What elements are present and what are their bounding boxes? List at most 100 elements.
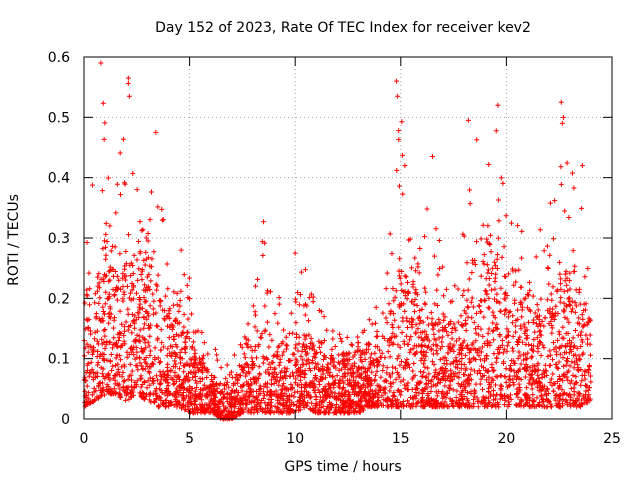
- data-point: [106, 340, 112, 346]
- data-point: [569, 359, 575, 365]
- data-point: [507, 392, 513, 398]
- data-point: [570, 335, 576, 341]
- data-point: [429, 316, 435, 322]
- data-point: [564, 160, 570, 166]
- data-point: [320, 371, 326, 377]
- data-point: [106, 320, 112, 326]
- data-point: [221, 407, 227, 413]
- data-point: [255, 276, 261, 282]
- data-point: [125, 327, 131, 333]
- data-point: [500, 359, 506, 365]
- data-point: [134, 378, 140, 384]
- data-point: [173, 361, 179, 367]
- data-point: [110, 375, 116, 381]
- data-point: [163, 377, 169, 383]
- data-point: [413, 290, 419, 296]
- data-point: [318, 374, 324, 380]
- data-point: [450, 377, 456, 383]
- data-point: [361, 377, 367, 383]
- data-point: [270, 391, 276, 397]
- data-point: [373, 372, 379, 378]
- data-point: [120, 369, 126, 375]
- data-point: [183, 373, 189, 379]
- data-point: [489, 376, 495, 382]
- data-point: [574, 356, 580, 362]
- data-point: [115, 344, 121, 350]
- data-point: [512, 297, 518, 303]
- data-point: [534, 302, 540, 308]
- data-point: [245, 344, 251, 350]
- data-point: [118, 357, 124, 363]
- data-point: [107, 339, 113, 345]
- data-point: [476, 303, 482, 309]
- data-point: [171, 402, 177, 408]
- data-point: [570, 170, 576, 176]
- data-point: [162, 308, 168, 314]
- data-point: [393, 365, 399, 371]
- data-point: [549, 323, 555, 329]
- data-point: [274, 371, 280, 377]
- data-point: [136, 355, 142, 361]
- data-point: [89, 392, 95, 398]
- data-point: [523, 336, 529, 342]
- data-point: [239, 344, 245, 350]
- data-point: [253, 378, 259, 384]
- data-point: [356, 364, 362, 370]
- data-point: [405, 387, 411, 393]
- data-point: [409, 322, 415, 328]
- data-point: [302, 267, 308, 273]
- data-point: [582, 307, 588, 313]
- data-point: [357, 390, 363, 396]
- data-point: [189, 344, 195, 350]
- data-point: [467, 347, 473, 353]
- data-point: [163, 293, 169, 299]
- data-point: [475, 324, 481, 330]
- data-point: [542, 391, 548, 397]
- data-point: [534, 378, 540, 384]
- data-point: [126, 93, 132, 99]
- data-point: [387, 380, 393, 386]
- data-point: [324, 327, 330, 333]
- data-point: [485, 330, 491, 336]
- data-point: [399, 329, 405, 335]
- data-point: [510, 333, 516, 339]
- data-point: [383, 315, 389, 321]
- data-point: [295, 367, 301, 373]
- data-point: [418, 403, 424, 409]
- data-point: [356, 365, 362, 371]
- data-point: [403, 333, 409, 339]
- data-point: [490, 320, 496, 326]
- data-point: [243, 361, 249, 367]
- data-point: [86, 270, 92, 276]
- data-point: [506, 339, 512, 345]
- data-point: [381, 386, 387, 392]
- data-point: [132, 325, 138, 331]
- data-point: [464, 260, 470, 266]
- data-point: [341, 380, 347, 386]
- data-point: [461, 362, 467, 368]
- data-point: [284, 366, 290, 372]
- data-point: [403, 274, 409, 280]
- data-point: [301, 332, 307, 338]
- data-point: [133, 339, 139, 345]
- data-point: [324, 390, 330, 396]
- data-point: [491, 402, 497, 408]
- data-point: [259, 409, 265, 415]
- data-point: [417, 320, 423, 326]
- data-point: [573, 398, 579, 404]
- data-point: [493, 396, 499, 402]
- data-point: [538, 352, 544, 358]
- data-point: [177, 354, 183, 360]
- data-point: [302, 312, 308, 318]
- data-point: [373, 356, 379, 362]
- data-point: [462, 403, 468, 409]
- data-point: [128, 273, 134, 279]
- data-point: [151, 298, 157, 304]
- data-point: [95, 274, 101, 280]
- data-point: [329, 346, 335, 352]
- data-point: [203, 385, 209, 391]
- data-point: [244, 389, 250, 395]
- data-point: [489, 287, 495, 293]
- data-point: [89, 182, 95, 188]
- data-point: [418, 335, 424, 341]
